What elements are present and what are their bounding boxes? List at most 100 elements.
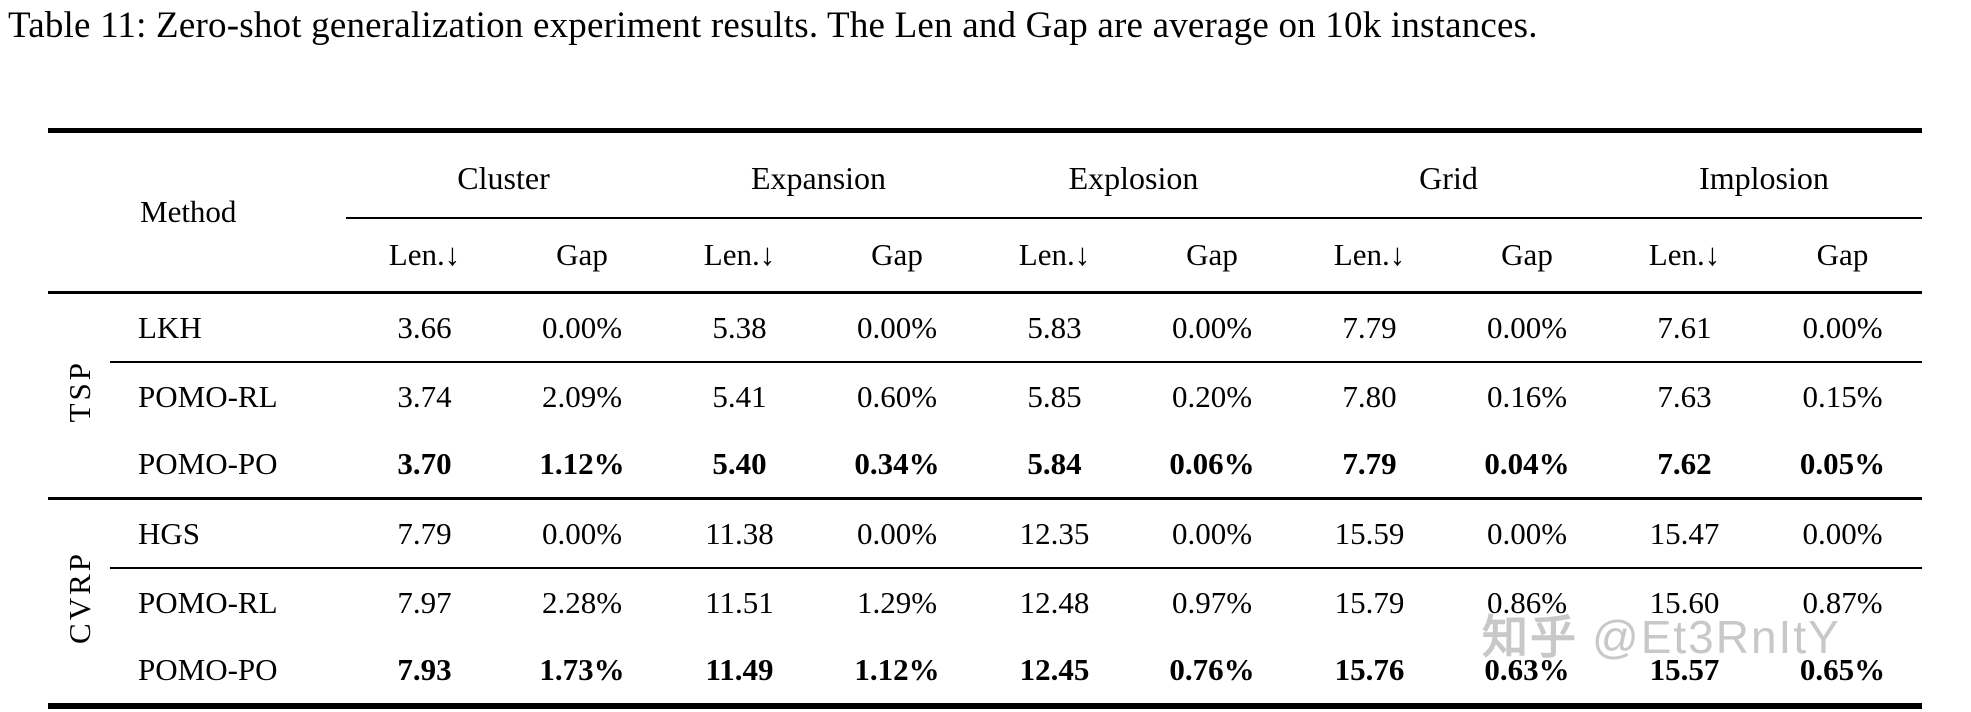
group-header-cluster: Cluster — [346, 130, 661, 219]
value-cell: 12.45 — [1019, 651, 1090, 687]
value-cell: 0.87% — [1802, 584, 1883, 620]
value-cell: 15.76 — [1334, 651, 1405, 687]
value-cell: 5.40 — [712, 445, 767, 481]
table-row: POMO-PO 7.93 1.73% 11.49 1.12% 12.45 0.7… — [48, 636, 1922, 706]
watermark: 知乎 @Et3RnItY — [1482, 601, 1841, 667]
value-cell: 3.70 — [397, 445, 452, 481]
method-cell: POMO-PO — [138, 651, 278, 687]
subheader-gap: Gap — [1763, 218, 1922, 294]
group-header-explosion: Explosion — [976, 130, 1291, 219]
value-cell: 7.79 — [346, 497, 503, 569]
watermark-handle: @Et3RnItY — [1592, 611, 1841, 663]
table-row: POMO-RL 7.97 2.28% 11.51 1.29% 12.48 0.9… — [48, 568, 1922, 636]
method-cell: LKH — [110, 292, 346, 363]
value-cell: 0.00% — [1448, 292, 1606, 363]
subheader-row: Len.↓ Gap Len.↓ Gap Len.↓ Gap Len.↓ Gap … — [48, 218, 1922, 294]
value-cell: 0.00% — [1133, 292, 1291, 363]
value-cell: 0.97% — [1171, 584, 1253, 620]
value-cell: 0.86% — [1486, 584, 1568, 620]
value-cell: 3.74 — [397, 378, 452, 414]
value-cell: 0.15% — [1802, 378, 1883, 414]
value-cell: 7.79 — [1342, 445, 1397, 481]
subheader-len: Len.↓ — [346, 218, 503, 294]
value-cell: 0.06% — [1169, 445, 1255, 481]
method-cell: HGS — [110, 497, 346, 569]
table-caption: Table 11: Zero-shot generalization exper… — [8, 5, 1538, 46]
section-label-cvrp: CVRP — [48, 497, 110, 706]
subheader-len: Len.↓ — [1606, 218, 1763, 294]
section-label-tsp: TSP — [61, 360, 97, 423]
value-cell: 11.49 — [705, 651, 774, 687]
value-cell: 0.76% — [1169, 651, 1255, 687]
value-cell: 0.65% — [1799, 651, 1886, 687]
subheader-gap: Gap — [1133, 218, 1291, 294]
value-cell: 0.00% — [1763, 497, 1922, 569]
table-row: CVRP HGS 7.79 0.00% 11.38 0.00% 12.35 0.… — [48, 497, 1922, 706]
value-cell: 0.34% — [854, 445, 940, 481]
value-cell: 0.63% — [1484, 651, 1570, 687]
value-cell: 5.85 — [1027, 378, 1082, 414]
group-header-grid: Grid — [1291, 130, 1606, 219]
method-cell: POMO-PO — [138, 445, 278, 481]
value-cell: 0.05% — [1799, 445, 1886, 481]
value-cell: 1.12% — [539, 445, 625, 481]
value-cell: 0.60% — [856, 378, 938, 414]
method-cell: POMO-RL — [138, 378, 278, 414]
value-cell: 5.41 — [712, 378, 767, 414]
value-cell: 7.61 — [1606, 292, 1763, 363]
value-cell: 1.73% — [539, 651, 625, 687]
value-cell: 0.20% — [1171, 378, 1253, 414]
value-cell: 15.60 — [1649, 584, 1720, 620]
value-cell: 7.97 — [397, 584, 452, 620]
subheader-gap: Gap — [503, 218, 661, 294]
corner-cell — [48, 130, 110, 294]
value-cell: 2.09% — [541, 378, 623, 414]
subheader-len: Len.↓ — [661, 218, 818, 294]
value-cell: 7.93 — [397, 651, 452, 687]
value-cell: 15.59 — [1291, 497, 1448, 569]
value-cell: 7.63 — [1657, 378, 1712, 414]
value-cell: 5.83 — [976, 292, 1133, 363]
value-cell: 15.47 — [1606, 497, 1763, 569]
value-cell: 0.00% — [1448, 497, 1606, 569]
subheader-len: Len.↓ — [976, 218, 1133, 294]
group-header-implosion: Implosion — [1606, 130, 1922, 219]
zhihu-logo-text: 知乎 — [1482, 611, 1578, 663]
value-cell: 0.04% — [1484, 445, 1570, 481]
value-cell: 2.28% — [541, 584, 623, 620]
value-cell: 0.00% — [818, 292, 976, 363]
value-cell: 15.57 — [1649, 651, 1720, 687]
value-cell: 3.66 — [346, 292, 503, 363]
value-cell: 15.79 — [1334, 584, 1405, 620]
value-cell: 0.00% — [1763, 292, 1922, 363]
group-header-expansion: Expansion — [661, 130, 976, 219]
value-cell: 12.35 — [976, 497, 1133, 569]
value-cell: 0.00% — [1133, 497, 1291, 569]
section-tsp: TSP LKH 3.66 0.00% 5.38 0.00% 5.83 0.00%… — [48, 292, 1922, 499]
value-cell: 0.00% — [503, 497, 661, 569]
table-row: POMO-PO 3.70 1.12% 5.40 0.34% 5.84 0.06%… — [48, 430, 1922, 499]
method-cell: POMO-RL — [138, 584, 278, 620]
value-cell: 0.00% — [503, 292, 661, 363]
subheader-gap: Gap — [818, 218, 976, 294]
value-cell: 5.38 — [661, 292, 818, 363]
value-cell: 7.80 — [1342, 378, 1397, 414]
value-cell: 11.38 — [661, 497, 818, 569]
section-cvrp: CVRP HGS 7.79 0.00% 11.38 0.00% 12.35 0.… — [48, 497, 1922, 706]
value-cell: 0.16% — [1486, 378, 1568, 414]
value-cell: 7.79 — [1291, 292, 1448, 363]
value-cell: 11.51 — [705, 584, 774, 620]
subheader-len: Len.↓ — [1291, 218, 1448, 294]
value-cell: 0.00% — [818, 497, 976, 569]
value-cell: 1.29% — [856, 584, 938, 620]
value-cell: 1.12% — [854, 651, 940, 687]
value-cell: 12.48 — [1019, 584, 1090, 620]
method-header: Method — [110, 130, 346, 294]
value-cell: 7.62 — [1657, 445, 1712, 481]
subheader-gap: Gap — [1448, 218, 1606, 294]
value-cell: 5.84 — [1027, 445, 1082, 481]
table-row: TSP LKH 3.66 0.00% 5.38 0.00% 5.83 0.00%… — [48, 292, 1922, 423]
table-row: POMO-RL 3.74 2.09% 5.41 0.60% 5.85 0.20%… — [48, 362, 1922, 430]
results-table: Method Cluster Expansion Explosion Grid … — [48, 128, 1922, 709]
